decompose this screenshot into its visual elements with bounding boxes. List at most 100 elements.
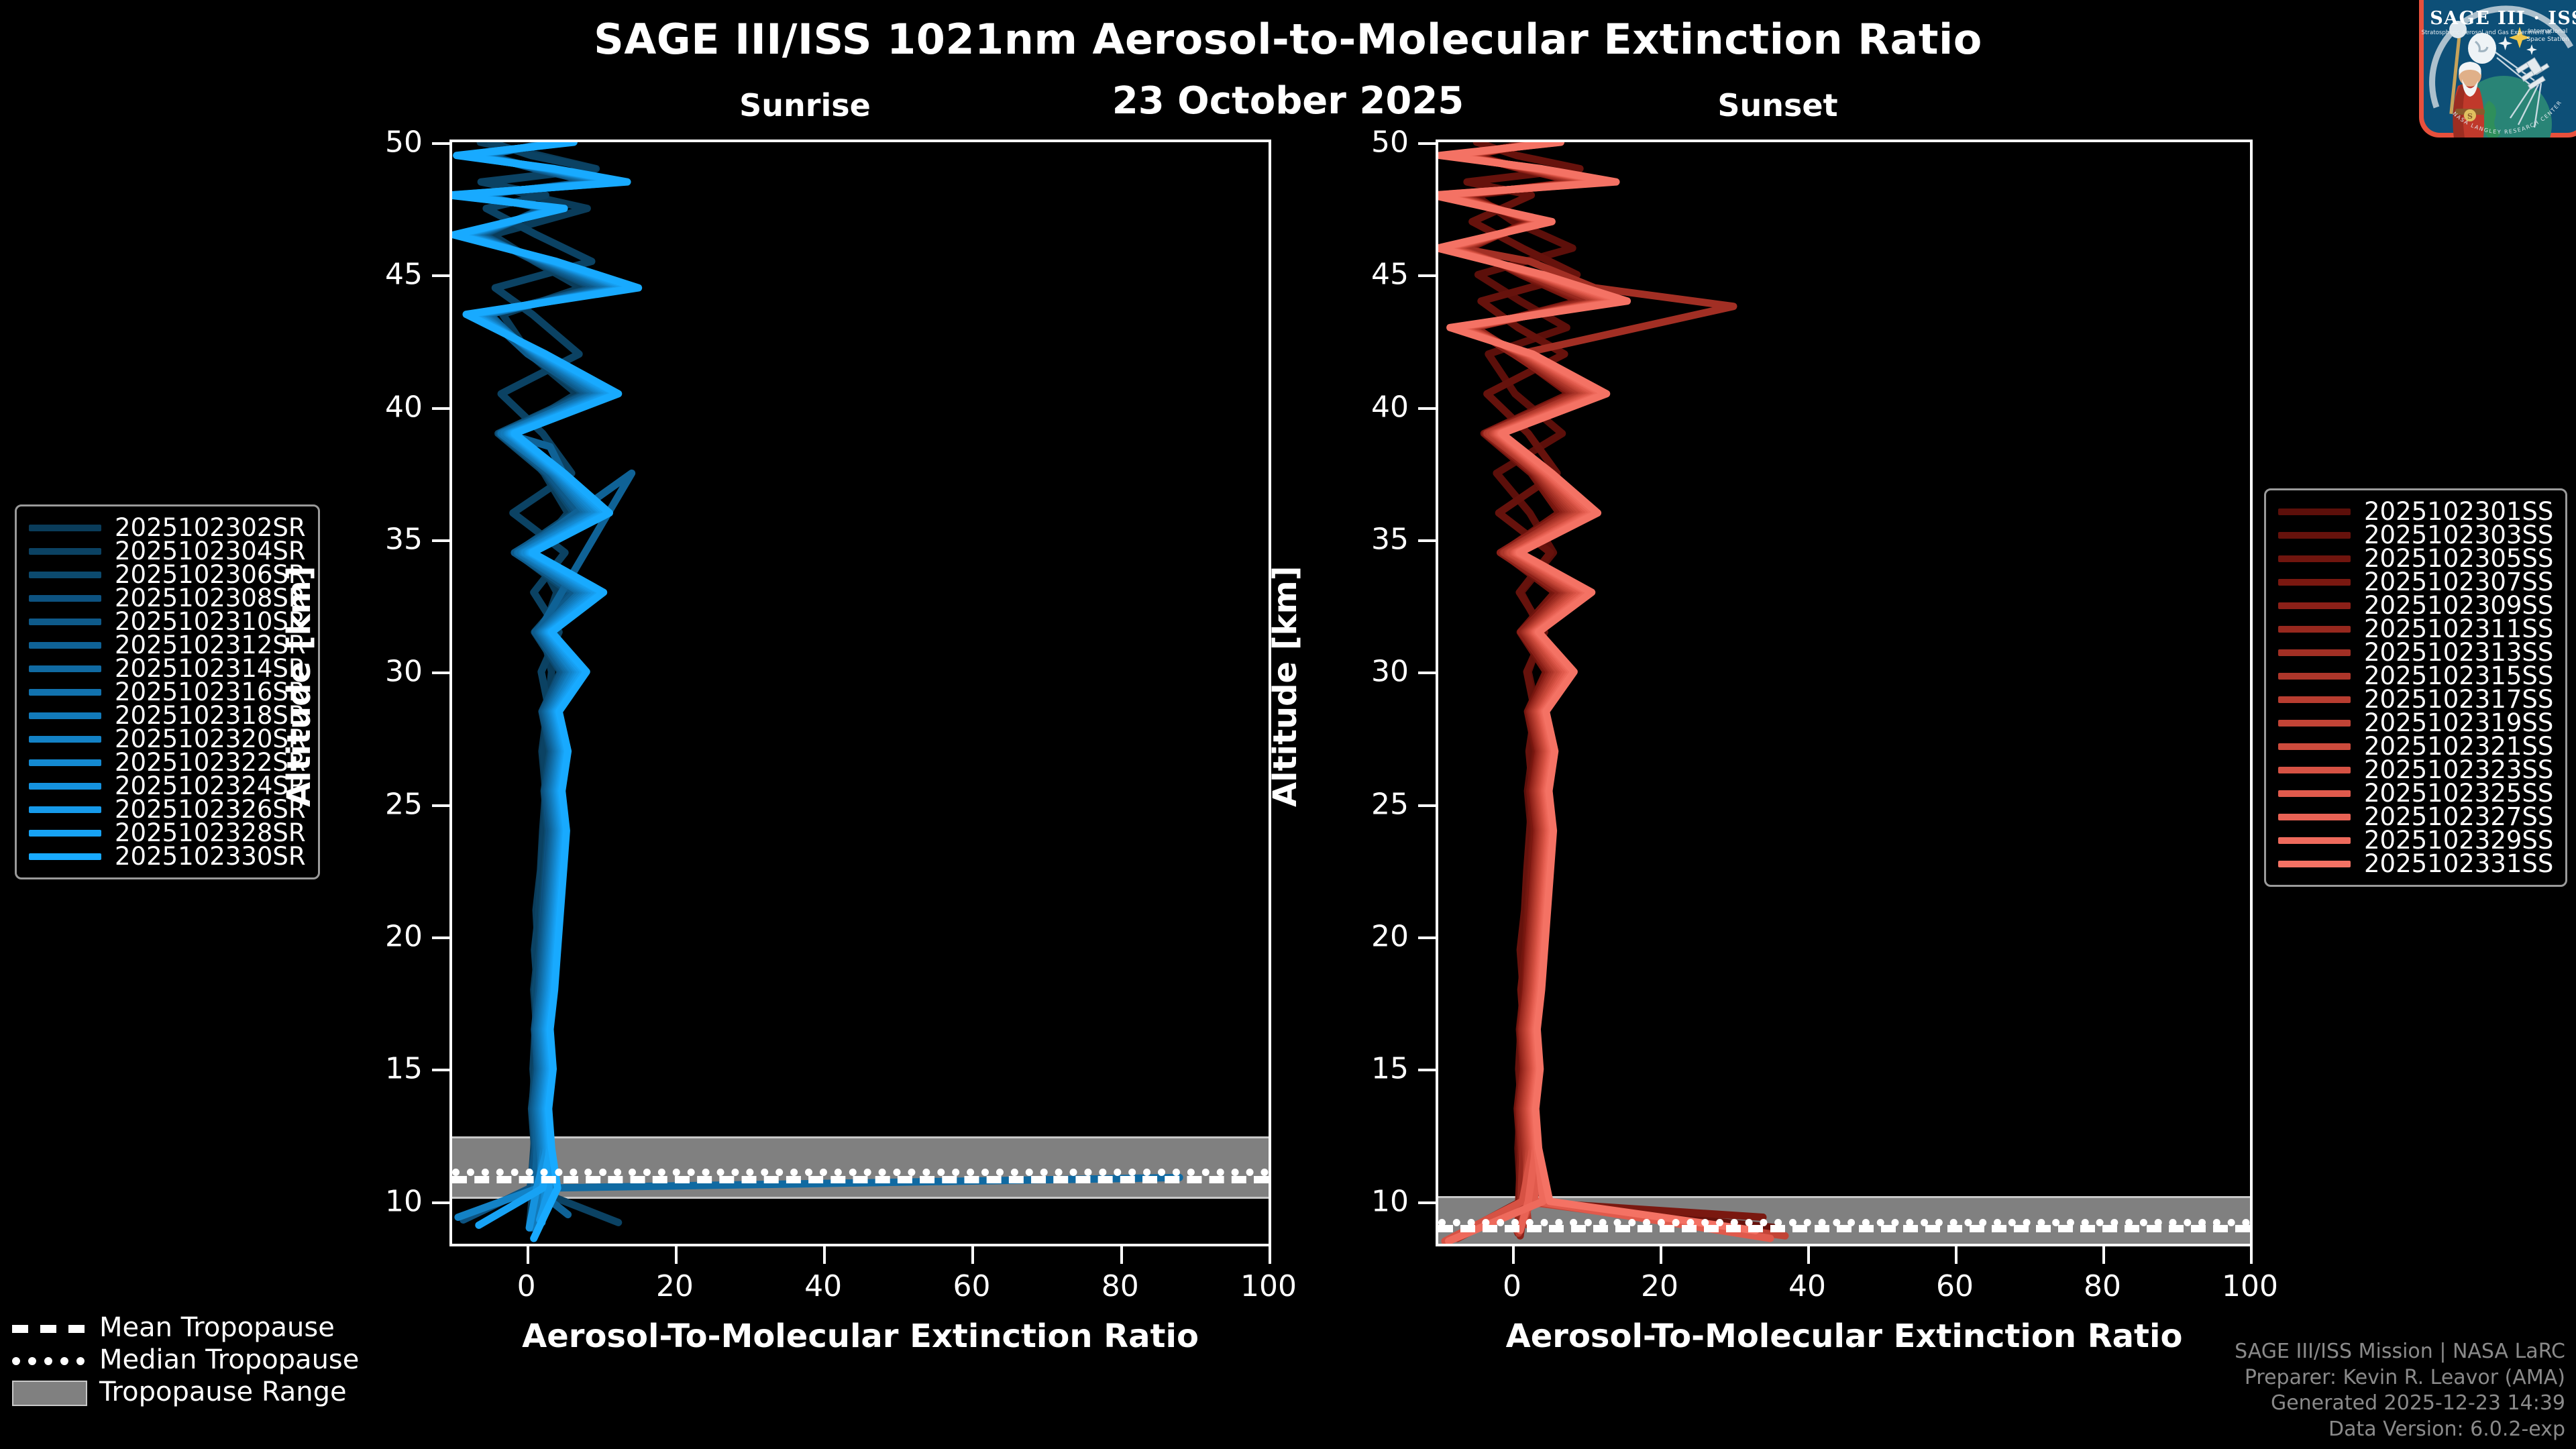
legend-item[interactable]: 2025102328SR	[29, 818, 306, 847]
footer-line-generated: Generated 2025-12-23 14:39	[2270, 1391, 2565, 1415]
legend-item[interactable]: 2025102326SR	[29, 795, 306, 824]
legend-item[interactable]: 2025102302SR	[29, 513, 306, 542]
legend-item[interactable]: 2025102322SR	[29, 748, 306, 777]
legend-color-swatch	[2278, 860, 2351, 867]
x-axis-tick	[1660, 1246, 1662, 1264]
legend-color-swatch	[29, 665, 101, 672]
x-axis-tick-label: 80	[2084, 1269, 2121, 1303]
legend-item[interactable]: 2025102313SS	[2278, 638, 2553, 667]
legend-item-label: 2025102315SS	[2364, 661, 2554, 690]
legend-item-label: 2025102321SS	[2364, 732, 2554, 761]
y-axis-tick	[1418, 936, 1436, 940]
x-axis-label: Aerosol-To-Molecular Extinction Ratio	[1505, 1318, 2183, 1355]
x-axis-tick-label: 60	[1936, 1269, 1974, 1303]
legend-item[interactable]: 2025102327SS	[2278, 802, 2553, 831]
x-axis-tick-label: 80	[1101, 1269, 1139, 1303]
legend-item[interactable]: 2025102323SS	[2278, 755, 2553, 784]
legend-color-swatch	[2278, 672, 2351, 680]
legend-color-swatch	[29, 641, 101, 649]
legend-item[interactable]: 2025102320SR	[29, 724, 306, 753]
legend-item[interactable]: 2025102303SS	[2278, 521, 2553, 549]
legend-color-swatch	[29, 853, 101, 860]
legend-item-label: 2025102331SS	[2364, 849, 2554, 878]
tropopause-legend-swatch	[12, 1352, 85, 1368]
y-axis-tick-label: 30	[1371, 654, 1409, 689]
y-axis-tick	[432, 1201, 449, 1204]
legend-color-swatch	[29, 571, 101, 578]
legend-item-label: 2025102320SR	[115, 724, 306, 753]
legend-item[interactable]: 2025102309SS	[2278, 591, 2553, 620]
y-axis-tick-label: 50	[385, 125, 423, 160]
x-axis-tick	[2102, 1246, 2105, 1264]
legend-item[interactable]: 2025102330SR	[29, 842, 306, 871]
x-axis-tick	[526, 1246, 529, 1264]
x-axis-tick	[1512, 1246, 1515, 1264]
legend-item[interactable]: 2025102308SR	[29, 584, 306, 612]
y-axis-tick-label: 15	[385, 1051, 423, 1086]
y-axis-tick-label: 10	[1371, 1184, 1409, 1219]
legend-item[interactable]: 2025102301SS	[2278, 497, 2553, 526]
legend-item[interactable]: 2025102318SR	[29, 701, 306, 730]
legend-item-label: 2025102302SR	[115, 513, 306, 542]
legend-item-label: 2025102318SR	[115, 701, 306, 730]
legend-item-label: 2025102310SR	[115, 607, 306, 636]
legend-color-swatch	[29, 712, 101, 719]
legend-item[interactable]: 2025102304SR	[29, 537, 306, 566]
y-axis-tick	[432, 804, 449, 807]
legend-item[interactable]: 2025102329SS	[2278, 826, 2553, 855]
tropopause-legend-item: Median Tropopause	[12, 1344, 359, 1376]
x-axis-tick	[1120, 1246, 1123, 1264]
sunset-plot-axes	[1436, 140, 2253, 1246]
legend-item[interactable]: 2025102312SR	[29, 631, 306, 659]
legend-color-swatch	[2278, 625, 2351, 633]
x-axis-tick	[1807, 1246, 1810, 1264]
legend-color-swatch	[2278, 649, 2351, 656]
legend-color-swatch	[2278, 766, 2351, 773]
legend-color-swatch	[2278, 531, 2351, 539]
x-axis-tick	[2250, 1246, 2253, 1264]
sunset-series-legend[interactable]: 2025102301SS 2025102303SS 2025102305SS 2025…	[2264, 488, 2568, 887]
legend-item[interactable]: 2025102325SS	[2278, 779, 2554, 808]
tropopause-legend-swatch	[12, 1381, 87, 1406]
legend-item[interactable]: 2025102315SS	[2278, 661, 2554, 690]
legend-color-swatch	[2278, 555, 2351, 562]
legend-color-swatch	[29, 688, 101, 696]
y-axis-tick	[1418, 1201, 1436, 1204]
y-axis-tick	[432, 539, 449, 543]
legend-color-swatch	[29, 735, 101, 743]
y-axis-tick	[432, 407, 449, 410]
svg-text:International: International	[2528, 28, 2568, 35]
tropopause-legend-label: Median Tropopause	[99, 1344, 360, 1375]
legend-color-swatch	[2278, 719, 2351, 727]
legend-color-swatch	[2278, 813, 2351, 820]
legend-item-label: 2025102322SR	[115, 748, 306, 777]
legend-item[interactable]: 2025102324SR	[29, 771, 306, 800]
legend-item-label: 2025102325SS	[2364, 779, 2554, 808]
y-axis-tick-label: 40	[1371, 390, 1409, 425]
legend-color-swatch	[29, 618, 101, 625]
legend-item[interactable]: 2025102311SS	[2278, 614, 2553, 643]
tropopause-legend-item: Mean Tropopause	[12, 1311, 359, 1344]
svg-text:S: S	[2467, 112, 2473, 121]
x-axis-tick-label: 100	[2222, 1269, 2278, 1303]
x-axis-tick	[1269, 1246, 1271, 1264]
legend-item[interactable]: 2025102307SS	[2278, 568, 2553, 596]
legend-item[interactable]: 2025102319SS	[2278, 708, 2553, 737]
legend-item[interactable]: 2025102321SS	[2278, 732, 2554, 761]
tropopause-legend: Mean Tropopause Median Tropopause Tropopau…	[12, 1311, 359, 1408]
legend-item[interactable]: 2025102305SS	[2278, 544, 2553, 573]
legend-item[interactable]: 2025102317SS	[2278, 685, 2553, 714]
legend-item-label: 2025102308SR	[115, 584, 306, 612]
y-axis-tick-label: 25	[385, 787, 423, 822]
y-axis-tick	[1418, 672, 1436, 675]
legend-item[interactable]: 2025102331SS	[2278, 849, 2554, 878]
legend-item[interactable]: 2025102310SR	[29, 607, 306, 636]
y-axis-tick	[432, 672, 449, 675]
legend-item[interactable]: 2025102316SR	[29, 678, 306, 706]
legend-item[interactable]: 2025102306SR	[29, 560, 306, 589]
x-axis-tick-label: 40	[1788, 1269, 1826, 1303]
x-axis-tick	[971, 1246, 975, 1264]
sunrise-series-legend[interactable]: 2025102302SR 2025102304SR 2025102306SR 2025…	[15, 504, 320, 879]
legend-item[interactable]: 2025102314SR	[29, 654, 306, 683]
series-lines	[452, 142, 1183, 1242]
